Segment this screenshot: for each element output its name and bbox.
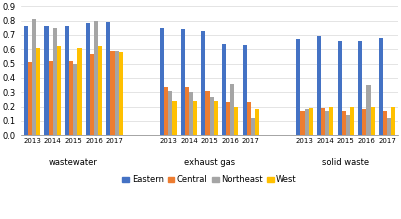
Bar: [164, 87, 168, 135]
Bar: [317, 36, 321, 135]
Bar: [214, 101, 218, 135]
Legend: Eastern, Central, Northeast, West: Eastern, Central, Northeast, West: [119, 172, 300, 188]
Bar: [189, 92, 193, 135]
Bar: [160, 28, 164, 135]
Bar: [36, 48, 40, 135]
Bar: [251, 118, 255, 135]
Bar: [230, 84, 234, 135]
Bar: [247, 102, 251, 135]
Bar: [379, 38, 383, 135]
Bar: [300, 111, 304, 135]
Bar: [53, 28, 57, 135]
Bar: [115, 51, 119, 135]
Bar: [296, 39, 300, 135]
Bar: [309, 108, 313, 135]
Bar: [243, 45, 247, 135]
Bar: [234, 107, 239, 135]
Bar: [371, 107, 375, 135]
Bar: [391, 107, 395, 135]
Bar: [338, 41, 342, 135]
Bar: [255, 110, 259, 135]
Bar: [329, 107, 333, 135]
Bar: [205, 91, 210, 135]
Bar: [110, 51, 115, 135]
Bar: [106, 22, 110, 135]
Bar: [321, 108, 325, 135]
Text: solid waste: solid waste: [322, 159, 369, 168]
Bar: [222, 44, 226, 135]
Bar: [181, 29, 185, 135]
Text: wastewater: wastewater: [49, 159, 98, 168]
Bar: [73, 64, 77, 135]
Text: exhaust gas: exhaust gas: [184, 159, 235, 168]
Bar: [69, 61, 73, 135]
Bar: [358, 41, 363, 135]
Bar: [346, 115, 350, 135]
Bar: [49, 61, 53, 135]
Bar: [367, 85, 371, 135]
Bar: [98, 46, 102, 135]
Bar: [210, 97, 214, 135]
Bar: [57, 46, 61, 135]
Bar: [24, 26, 28, 135]
Bar: [119, 52, 123, 135]
Bar: [193, 101, 197, 135]
Bar: [325, 111, 329, 135]
Bar: [387, 118, 391, 135]
Bar: [342, 111, 346, 135]
Bar: [86, 23, 90, 135]
Bar: [28, 62, 32, 135]
Bar: [168, 91, 172, 135]
Bar: [304, 110, 309, 135]
Bar: [172, 101, 176, 135]
Bar: [77, 48, 81, 135]
Bar: [32, 19, 36, 135]
Bar: [185, 87, 189, 135]
Bar: [201, 31, 205, 135]
Bar: [226, 102, 230, 135]
Bar: [350, 107, 354, 135]
Bar: [45, 26, 49, 135]
Bar: [94, 21, 98, 135]
Bar: [90, 54, 94, 135]
Bar: [65, 26, 69, 135]
Bar: [383, 111, 387, 135]
Bar: [363, 110, 367, 135]
